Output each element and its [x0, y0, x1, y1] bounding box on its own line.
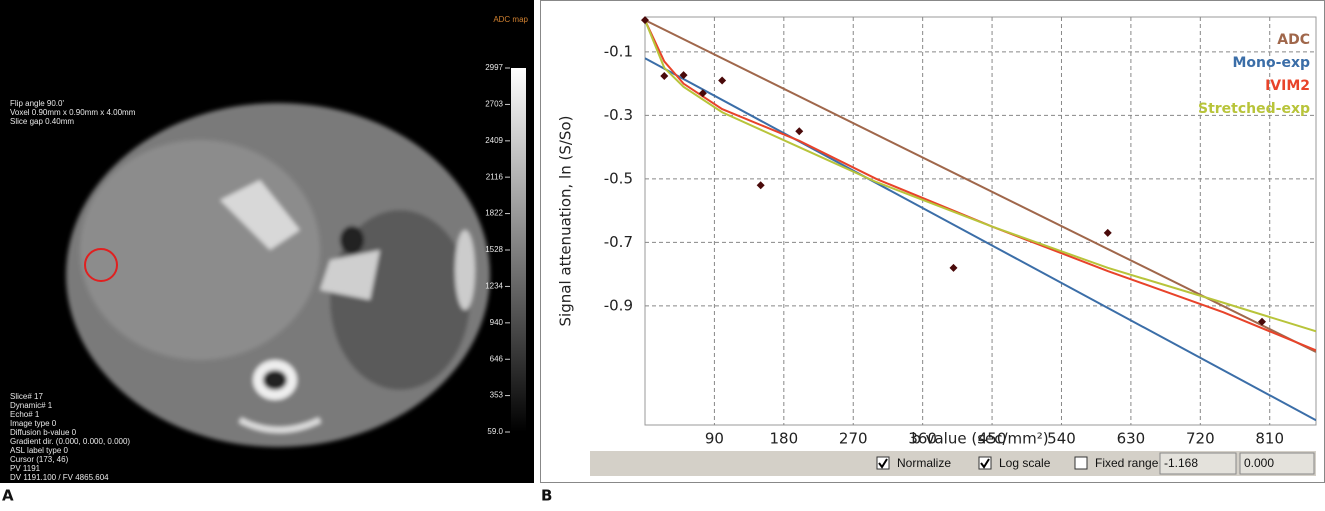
fit-line	[645, 19, 1316, 333]
data-point	[1103, 228, 1112, 237]
y-tick-label: -0.3	[604, 106, 633, 124]
data-point	[641, 16, 649, 25]
x-axis-label: b value (sec/mm²)	[911, 430, 1048, 448]
colorbar-tick-label: 1528	[485, 245, 503, 254]
y-axis-label: Signal attenuation, ln (S/So)	[557, 116, 575, 327]
colorbar-tick-label: 2116	[486, 172, 504, 181]
legend-entry: IVIM2	[1265, 78, 1310, 94]
x-tick-label: 630	[1117, 430, 1146, 448]
data-point	[698, 89, 707, 98]
range-field[interactable]	[1159, 452, 1237, 475]
overlay-text: Cursor (173, 46)	[10, 455, 69, 464]
overlay-text: Slice# 17	[10, 392, 43, 401]
colorbar-tick-label: 940	[490, 318, 504, 327]
y-tick-label: -0.9	[604, 296, 633, 314]
range-field-value: 0.000	[1244, 456, 1274, 470]
overlay-text: Slice gap 0.40mm	[10, 117, 74, 126]
checkmark	[980, 458, 990, 469]
overlay-text: PV 1191	[10, 464, 41, 473]
colorbar-tick-label: 1822	[485, 209, 503, 218]
fit-line	[645, 19, 1316, 352]
legend-entry: ADC	[1277, 32, 1310, 48]
data-point	[679, 71, 688, 80]
overlay-text: Dynamic# 1	[10, 401, 53, 410]
colorbar-tick-label: 2409	[485, 136, 503, 145]
colorbar	[511, 68, 526, 432]
overlay-text: Gradient dir. (0.000, 0.000, 0.000)	[10, 437, 130, 446]
checkbox[interactable]	[1074, 456, 1088, 470]
legend-entry: Stretched-exp	[1198, 101, 1310, 117]
fit-line	[645, 57, 1316, 422]
checkmark	[878, 458, 888, 469]
plot-lines	[645, 19, 1316, 422]
range-field-value: -1.168	[1164, 456, 1198, 470]
legend-entry: Mono-exp	[1233, 55, 1311, 71]
overlay-text: Echo# 1	[10, 410, 40, 419]
x-tick-label: 540	[1047, 430, 1076, 448]
panel-label: B	[541, 487, 552, 505]
checkbox-label: Fixed range	[1095, 456, 1159, 470]
y-tick-label: -0.1	[604, 42, 633, 60]
overlay-text: Flip angle 90.0'	[10, 99, 64, 108]
colorbar-tick-label: 59.0	[487, 427, 503, 436]
colorbar-tick-label: 1234	[485, 282, 503, 291]
data-point	[1258, 317, 1267, 326]
x-tick-label: 270	[839, 430, 868, 448]
colorbar-tick-label: 353	[490, 391, 504, 400]
checkbox-label: Normalize	[897, 456, 951, 470]
x-tick-label: 450	[978, 430, 1007, 448]
roi-circle	[84, 248, 118, 282]
data-point	[949, 263, 958, 272]
x-tick-label: 90	[705, 430, 724, 448]
overlay-text: Voxel 0.90mm x 0.90mm x 4.00mm	[10, 108, 136, 117]
y-tick-label: -0.5	[604, 169, 633, 187]
overlay-text: Diffusion b-value 0	[10, 428, 77, 437]
x-tick-label: 360	[908, 430, 937, 448]
x-tick-label: 720	[1186, 430, 1215, 448]
colorbar-tick-label: 646	[490, 354, 504, 363]
overlay-text: Image type 0	[10, 419, 57, 428]
x-tick-label: 810	[1255, 430, 1284, 448]
checkbox-label: Log scale	[999, 456, 1051, 470]
colorbar-tick-label: 2997	[485, 63, 503, 72]
x-tick-label: 180	[770, 430, 799, 448]
map-label: ADC map	[493, 15, 528, 24]
range-field[interactable]	[1239, 452, 1315, 475]
data-point	[756, 181, 765, 190]
data-point	[718, 76, 727, 85]
overlay-text: DV 1191.100 / FV 4865.604	[10, 473, 109, 482]
mri-image	[66, 103, 490, 447]
panel-label: A	[2, 487, 14, 505]
colorbar-tick-label: 2703	[485, 100, 503, 109]
data-point	[660, 72, 669, 81]
data-point	[795, 127, 804, 136]
overlay-text: ASL label type 0	[10, 446, 69, 455]
y-tick-label: -0.7	[604, 233, 633, 251]
